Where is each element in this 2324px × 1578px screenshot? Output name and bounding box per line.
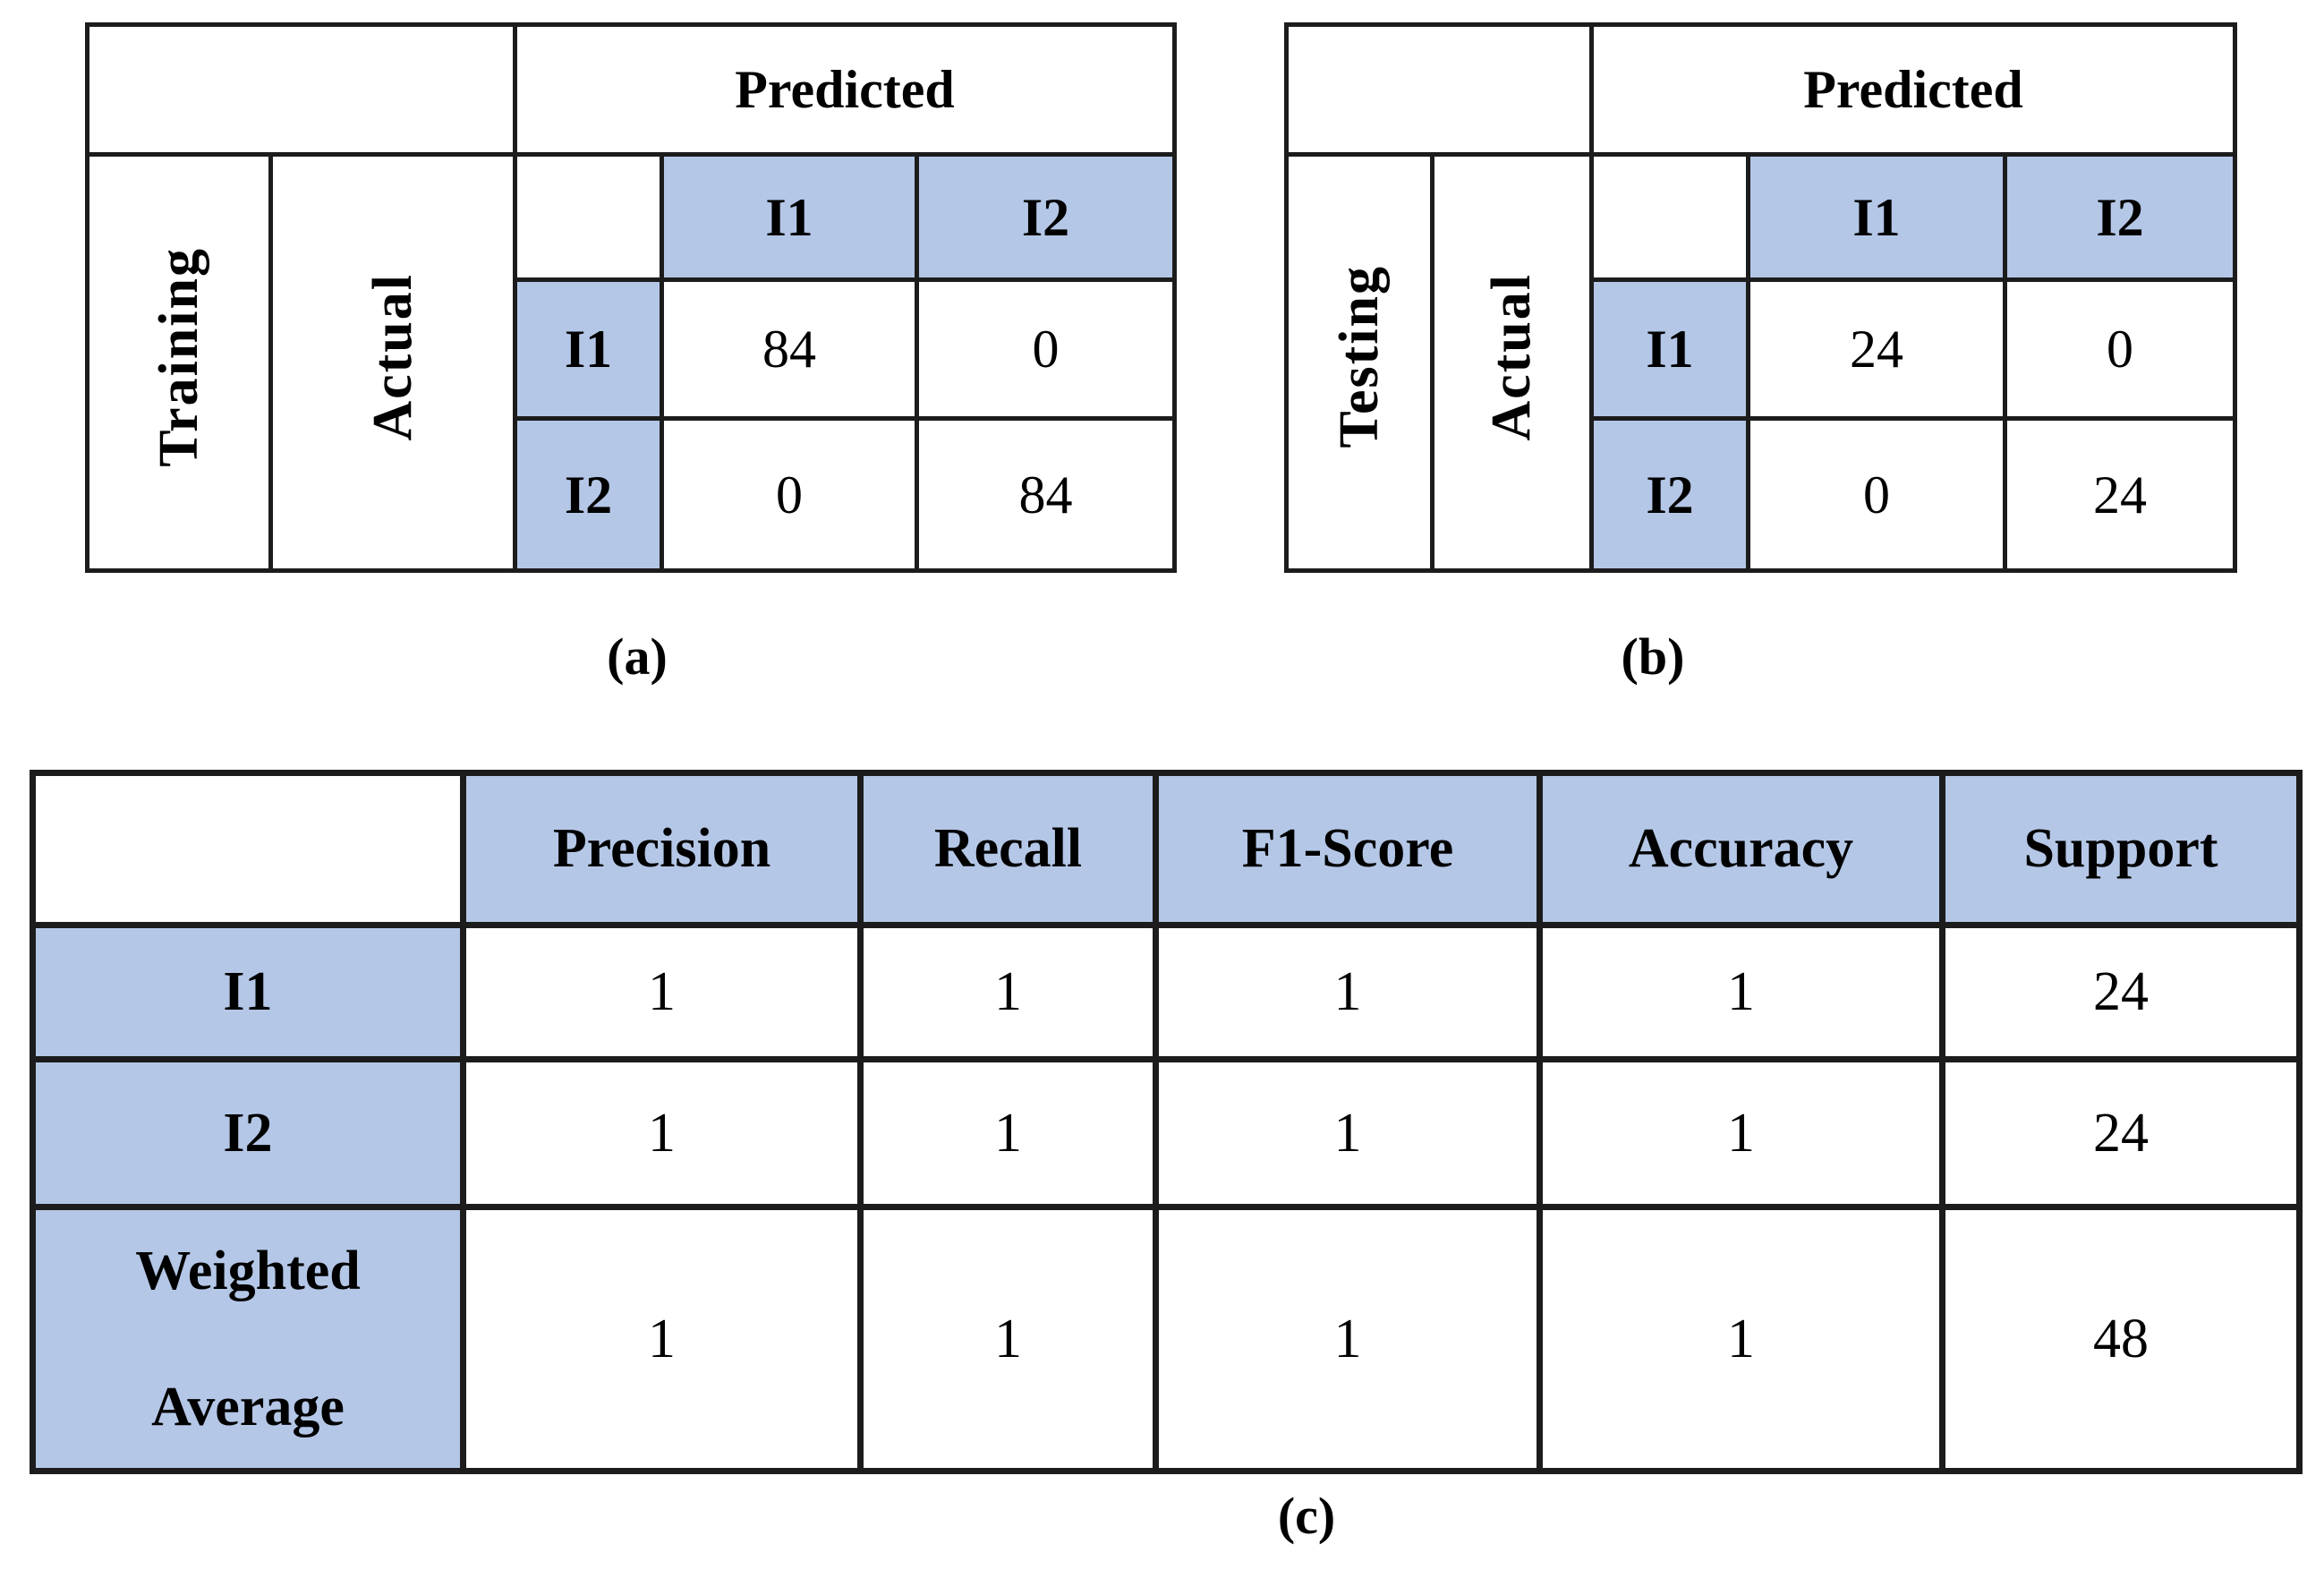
caption-c: (c) — [1277, 1487, 1336, 1545]
empty-corner — [85, 22, 517, 157]
matrix-cell: 0 — [1746, 416, 2007, 573]
caption-a: (a) — [607, 627, 668, 686]
row-header-cell: I1 — [513, 277, 664, 421]
metric-value-cell: 1 — [1537, 1204, 1945, 1474]
metric-value-cell: 48 — [1939, 1204, 2303, 1474]
matrix-cell: 24 — [2002, 416, 2238, 573]
training-confusion-matrix: Predicted Training Actual I1 I2 I1 84 0 … — [85, 22, 1178, 573]
blank-header-cell-a — [513, 152, 664, 282]
weighted-average-line1: Weighted — [135, 1241, 361, 1301]
metric-value-cell: 1 — [460, 922, 864, 1062]
group-label-cell-testing: Testing — [1284, 152, 1434, 573]
col-header-cell: I2 — [2002, 152, 2238, 282]
metric-value-cell: 1 — [1153, 1056, 1543, 1210]
matrix-cell: 0 — [660, 416, 919, 573]
metric-row-header: I1 — [30, 922, 466, 1062]
metric-col-header: Precision — [460, 770, 864, 928]
metric-value-cell: 1 — [1153, 922, 1543, 1062]
matrix-cell: 84 — [660, 277, 919, 421]
caption-b: (b) — [1621, 627, 1685, 686]
metric-col-header: F1-Score — [1153, 770, 1543, 928]
axis-label-cell-actual-a: Actual — [268, 152, 517, 573]
group-label-cell-training: Training — [85, 152, 273, 573]
testing-label: Testing — [1328, 265, 1390, 448]
row-header-cell: I2 — [1589, 416, 1750, 573]
metric-value-cell: 24 — [1939, 1056, 2303, 1210]
metric-value-cell: 1 — [1537, 922, 1945, 1062]
row-header-cell: I1 — [1589, 277, 1750, 421]
blank-header-cell-b — [1589, 152, 1750, 282]
empty-corner — [30, 770, 466, 928]
metric-value-cell: 1 — [460, 1204, 864, 1474]
metric-col-header: Support — [1939, 770, 2303, 928]
row-header-cell: I2 — [513, 416, 664, 573]
metric-col-header: Recall — [857, 770, 1159, 928]
matrix-cell: 0 — [914, 277, 1178, 421]
metric-value-cell: 1 — [857, 1204, 1159, 1474]
metric-value-cell: 24 — [1939, 922, 2303, 1062]
metric-row-header-weighted-average: Weighted Average — [30, 1204, 466, 1474]
metric-value-cell: 1 — [1153, 1204, 1543, 1474]
empty-corner — [1284, 22, 1594, 157]
matrix-cell: 24 — [1746, 277, 2007, 421]
metric-value-cell: 1 — [857, 922, 1159, 1062]
matrix-cell: 0 — [2002, 277, 2238, 421]
metric-value-cell: 1 — [1537, 1056, 1945, 1210]
metric-value-cell: 1 — [857, 1056, 1159, 1210]
metric-row-header: I2 — [30, 1056, 466, 1210]
predicted-header-b: Predicted — [1588, 22, 2238, 157]
training-label: Training — [148, 246, 209, 467]
testing-confusion-matrix: Predicted Testing Actual I1 I2 I1 24 0 I… — [1284, 22, 2238, 573]
matrix-cell: 84 — [914, 416, 1178, 573]
col-header-cell: I1 — [1746, 152, 2007, 282]
metrics-table: Precision Recall F1-Score Accuracy Suppo… — [30, 770, 2303, 1474]
col-header-cell: I1 — [660, 152, 919, 282]
axis-label-cell-actual-b: Actual — [1430, 152, 1594, 573]
col-header-cell: I2 — [914, 152, 1178, 282]
actual-label-a: Actual — [362, 272, 423, 441]
metric-col-header: Accuracy — [1537, 770, 1945, 928]
actual-label-b: Actual — [1481, 272, 1543, 441]
metric-value-cell: 1 — [460, 1056, 864, 1210]
weighted-average-line2: Average — [151, 1377, 345, 1437]
predicted-header-a: Predicted — [512, 22, 1178, 157]
